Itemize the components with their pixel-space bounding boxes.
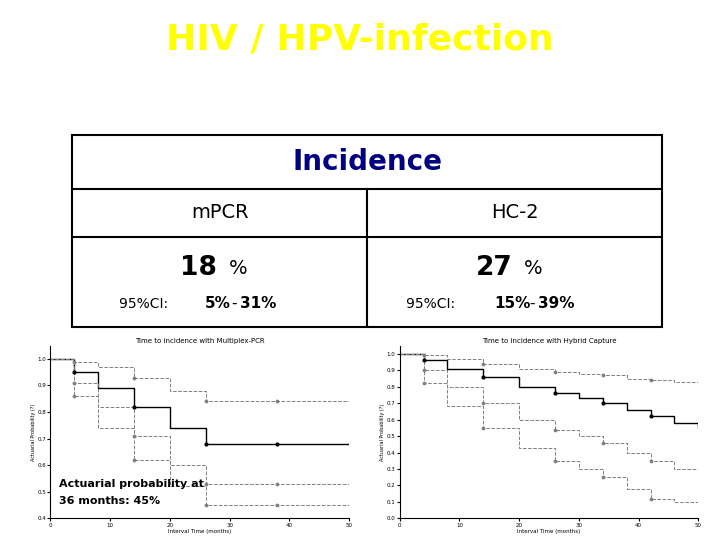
Point <box>68 357 80 366</box>
Text: 39%: 39% <box>539 296 575 311</box>
Point <box>68 392 80 401</box>
Text: 1$^{st}$, HPV-infection: 1$^{st}$, HPV-infection <box>271 94 449 117</box>
Point <box>597 438 608 447</box>
Text: 95%CI:: 95%CI: <box>405 296 459 310</box>
Point <box>645 456 657 465</box>
Y-axis label: Actuarial Probability (?): Actuarial Probability (?) <box>380 403 385 461</box>
Point <box>271 480 283 488</box>
Title: Time to incidence with Multiplex-PCR: Time to incidence with Multiplex-PCR <box>135 338 265 344</box>
Title: Time to incidence with Hybrid Capture: Time to incidence with Hybrid Capture <box>482 338 616 344</box>
Point <box>418 356 429 364</box>
Point <box>549 456 561 465</box>
Point <box>645 376 657 384</box>
Point <box>271 501 283 509</box>
Point <box>128 402 140 411</box>
Point <box>128 456 140 464</box>
Point <box>200 480 212 488</box>
Text: -: - <box>231 296 237 311</box>
Point <box>68 379 80 387</box>
Point <box>477 399 489 408</box>
Point <box>597 399 608 408</box>
Point <box>68 368 80 376</box>
Text: -: - <box>529 296 535 311</box>
Text: HC-2: HC-2 <box>491 203 539 222</box>
Text: %: % <box>228 259 247 278</box>
Point <box>597 371 608 380</box>
Text: Incidence: Incidence <box>292 148 442 176</box>
Point <box>477 360 489 368</box>
Point <box>200 501 212 509</box>
Point <box>477 373 489 381</box>
Text: 31%: 31% <box>240 296 276 311</box>
Text: HIV / HPV-infection: HIV / HPV-infection <box>166 22 554 56</box>
Text: 5%: 5% <box>205 296 230 311</box>
Point <box>477 423 489 432</box>
Text: Actuarial probability at: Actuarial probability at <box>59 479 204 489</box>
Point <box>418 366 429 375</box>
Text: 36 months: 45%: 36 months: 45% <box>59 496 161 506</box>
Y-axis label: Actuarial Probability (?): Actuarial Probability (?) <box>31 403 36 461</box>
Point <box>128 373 140 382</box>
X-axis label: Interval Time (months): Interval Time (months) <box>518 529 580 534</box>
Point <box>271 440 283 448</box>
Text: mPCR: mPCR <box>191 203 248 222</box>
Point <box>645 412 657 421</box>
Point <box>549 389 561 397</box>
Point <box>597 473 608 482</box>
Point <box>418 379 429 388</box>
Point <box>200 397 212 406</box>
Point <box>549 425 561 434</box>
Point <box>549 368 561 376</box>
Point <box>200 440 212 448</box>
X-axis label: Interval Time (months): Interval Time (months) <box>168 529 231 534</box>
Point <box>128 431 140 440</box>
Point <box>418 351 429 360</box>
Text: 27: 27 <box>476 255 513 281</box>
Text: 95%CI:: 95%CI: <box>120 296 173 310</box>
Point <box>271 397 283 406</box>
Point <box>645 494 657 503</box>
Text: 18: 18 <box>181 255 217 281</box>
Text: %: % <box>523 259 542 278</box>
Text: 15%: 15% <box>494 296 531 311</box>
